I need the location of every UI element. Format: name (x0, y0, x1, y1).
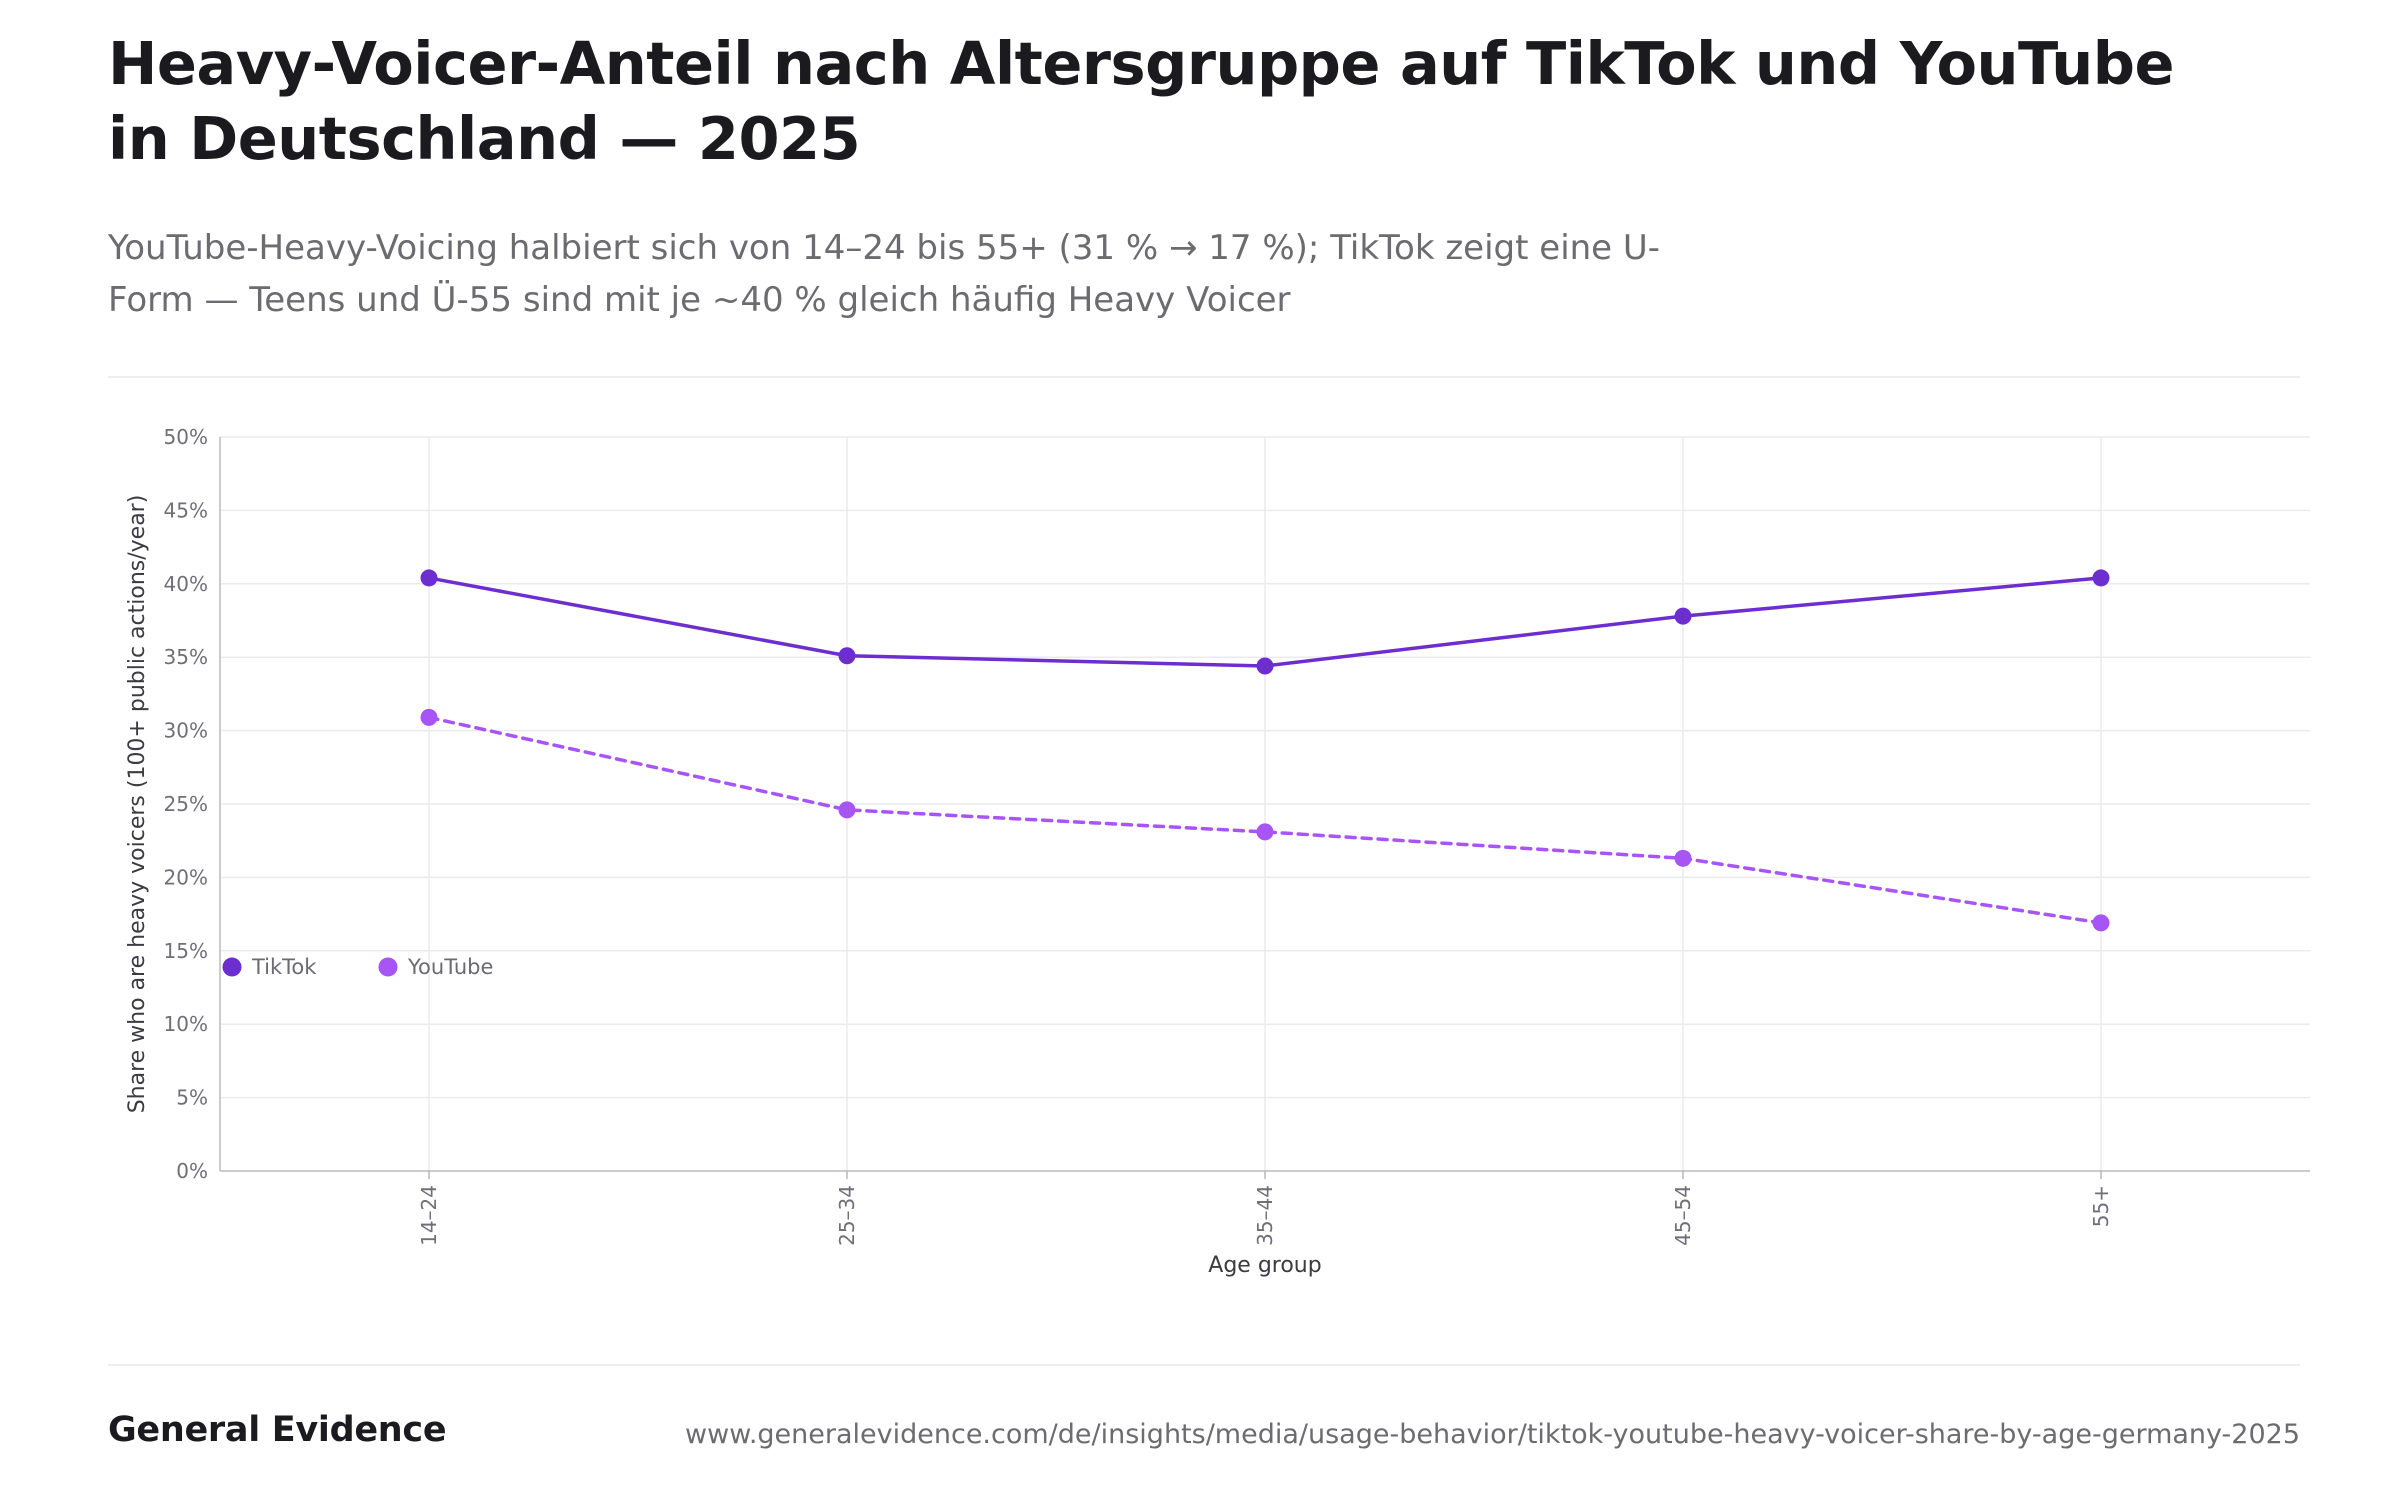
source-link[interactable]: www.generalevidence.com/de/insights/medi… (685, 1419, 2300, 1450)
data-point-tiktok[interactable] (838, 647, 856, 665)
x-tick-label: 25–34 (835, 1185, 859, 1246)
line-chart: 0% 5% 10% 15% 20% 25% 30% 35% 40% 45% 50% 14–24 25–3… (125, 425, 2310, 1278)
data-point-youtube[interactable] (838, 801, 856, 819)
data-point-tiktok[interactable] (1674, 607, 1692, 625)
x-tick-label: 55+ (2089, 1185, 2113, 1227)
data-point-youtube[interactable] (420, 708, 438, 726)
data-point-tiktok[interactable] (1256, 657, 1274, 675)
y-tick-label: 50% (164, 425, 208, 449)
x-axis-title: Age group (1208, 1253, 1321, 1278)
y-tick-label: 10% (164, 1012, 208, 1036)
y-tick-label: 5% (176, 1086, 208, 1110)
y-tick-label: 35% (164, 645, 208, 669)
y-tick-label: 25% (164, 792, 208, 816)
y-tick-label: 30% (164, 719, 208, 743)
x-tick-label: 14–24 (417, 1185, 441, 1246)
x-tick-label: 35–44 (1253, 1185, 1277, 1246)
legend-label-tiktok[interactable]: TikTok (251, 955, 317, 979)
y-tick-label: 40% (164, 572, 208, 596)
legend-marker-youtube (378, 957, 398, 977)
x-tick-label: 45–54 (1671, 1185, 1695, 1246)
brand-logo-text: General Evidence (108, 1410, 447, 1450)
page-title: Heavy-Voicer-Anteil nach Altersgruppe au… (108, 29, 2175, 173)
data-point-tiktok[interactable] (420, 569, 438, 587)
data-point-youtube[interactable] (1256, 823, 1274, 841)
footer-divider (108, 1364, 2300, 1366)
chart-card: Heavy-Voicer-Anteil nach Altersgruppe au… (108, 0, 2310, 1500)
data-point-tiktok[interactable] (2092, 569, 2110, 587)
legend-marker-tiktok (222, 957, 242, 977)
legend-label-youtube[interactable]: YouTube (407, 955, 493, 979)
data-point-youtube[interactable] (2092, 914, 2110, 932)
y-tick-label: 15% (164, 939, 208, 963)
y-tick-label: 0% (176, 1159, 208, 1183)
page-subtitle: YouTube-Heavy-Voicing halbiert sich von … (108, 228, 1661, 320)
header-divider (108, 376, 2300, 378)
y-axis-title: Share who are heavy voicers (100+ public… (125, 495, 150, 1114)
y-tick-label: 45% (164, 498, 208, 522)
data-point-youtube[interactable] (1674, 849, 1692, 867)
y-tick-label: 20% (164, 865, 208, 889)
